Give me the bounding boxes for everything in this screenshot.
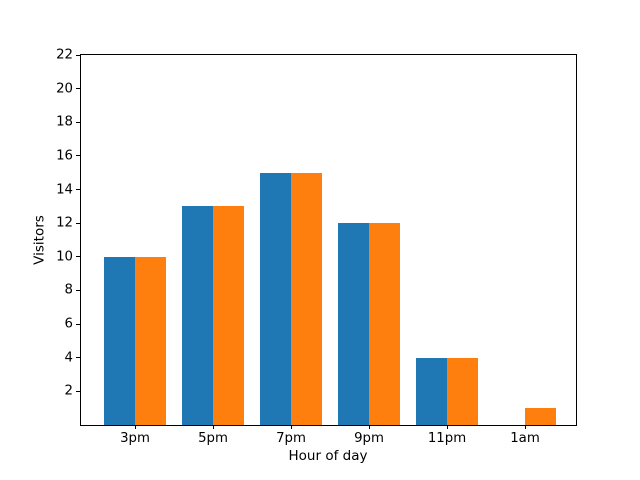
bar-series-blue-5pm: [182, 206, 213, 425]
bar-series-orange-9pm: [369, 223, 400, 425]
x-axis-label: Hour of day: [288, 448, 368, 464]
y-tick-mark: [76, 88, 80, 90]
y-tick-mark: [76, 289, 80, 291]
y-tick-mark: [76, 357, 80, 359]
y-tick-mark: [76, 256, 80, 258]
y-tick-mark: [76, 121, 80, 123]
x-tick-mark: [212, 425, 214, 429]
bar-series-blue-11pm: [416, 357, 447, 425]
bar-series-orange-7pm: [291, 172, 322, 425]
x-tick-label: 11pm: [427, 431, 467, 446]
y-tick-label: 2: [64, 383, 73, 399]
y-tick-label: 12: [56, 215, 73, 231]
y-tick-label: 20: [56, 80, 73, 96]
x-tick-label: 9pm: [354, 431, 384, 446]
x-tick-label: 7pm: [276, 431, 306, 446]
x-tick-mark: [290, 425, 292, 429]
y-tick-mark: [76, 222, 80, 224]
y-tick-mark: [76, 390, 80, 392]
y-tick-label: 16: [56, 148, 73, 164]
y-axis-label: Visitors: [31, 215, 48, 265]
y-tick-label: 14: [56, 181, 73, 197]
bar-series-orange-5pm: [213, 206, 244, 425]
y-tick-mark: [76, 54, 80, 56]
y-tick-label: 6: [64, 316, 73, 332]
y-tick-label: 22: [56, 47, 73, 63]
plot-area: 2 4 6 8 10 12 14 16 18 20 22 3pm 5pm 7pm 9pm 11pm 1am: [56, 48, 577, 445]
bar-series-blue-3pm: [104, 256, 135, 425]
x-tick-label: 3pm: [120, 431, 150, 446]
bar-series-orange-1am: [525, 408, 556, 425]
y-tick-label: 4: [64, 350, 73, 366]
y-tick-mark: [76, 323, 80, 325]
bar-series-orange-3pm: [135, 256, 166, 425]
x-tick-mark: [368, 425, 370, 429]
y-tick-mark: [76, 155, 80, 157]
x-tick-mark: [134, 425, 136, 429]
x-tick-mark: [446, 425, 448, 429]
y-tick-label: 8: [64, 282, 73, 298]
x-tick-label: 5pm: [198, 431, 228, 446]
x-tick-label: 1am: [510, 431, 540, 446]
y-tick-label: 18: [56, 114, 73, 130]
y-tick-mark: [76, 189, 80, 191]
bar-series-blue-7pm: [260, 172, 291, 425]
y-tick-label: 10: [56, 249, 73, 265]
bar-series-orange-11pm: [447, 357, 478, 425]
x-tick-mark: [524, 425, 526, 429]
bar-series-blue-9pm: [338, 223, 369, 425]
